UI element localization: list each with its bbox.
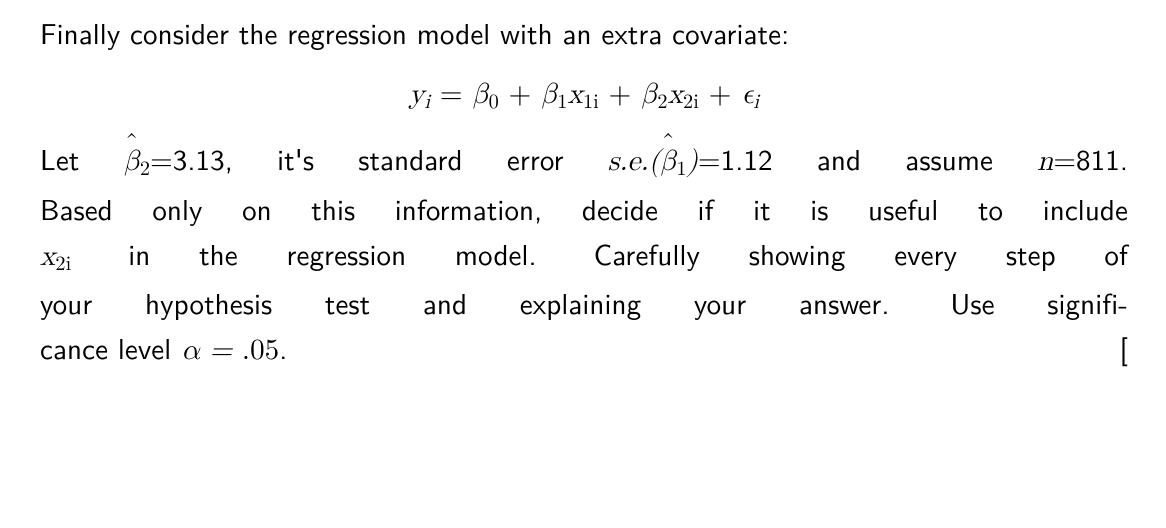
- body-paragraph: Let ˆβ2=3.13, it's standard error s.e.(ˆ…: [40, 136, 1128, 374]
- eq-x1-sub: 1i: [583, 92, 599, 112]
- equation-content: yi = β0 + β1x1i + β2x2i + ϵi: [409, 80, 759, 109]
- eq-y: y: [409, 80, 424, 109]
- body-line-3: x2i in the regression model. Carefully s…: [40, 231, 1128, 281]
- eq-beta2-sub: 2: [657, 92, 667, 112]
- l1-n: n: [1037, 147, 1053, 176]
- l5-val-txt: .05: [242, 336, 279, 365]
- l1-se: s.e.: [608, 147, 649, 176]
- l4b-text: Use signifi-: [950, 281, 1128, 323]
- l4-text: your hypothesis test and explaining your…: [40, 281, 942, 323]
- l3-post2: Carefully showing every step of: [594, 232, 1128, 274]
- l1-beta1hat: ˆβ1: [660, 147, 687, 176]
- eq-beta1: β: [541, 80, 557, 109]
- eq-beta2: β: [641, 80, 657, 109]
- equation-display: yi = β0 + β1x1i + β2x2i + ϵi: [40, 69, 1128, 119]
- intro-text: Finally consider the regression model wi…: [40, 11, 789, 53]
- eq-beta1-sub: 1: [557, 92, 567, 112]
- eq-plus2: +: [609, 80, 641, 109]
- eq-x1-sub-txt: 1i: [583, 92, 599, 112]
- eq-beta0: β: [472, 80, 488, 109]
- l5-period: .: [279, 326, 287, 368]
- body-line-4: your hypothesis test and explaining your…: [40, 280, 1128, 325]
- eq-y-sub: i: [424, 92, 430, 112]
- body-line-2: Based only on this information, decide i…: [40, 186, 1128, 231]
- l1-se-txt: s.e.: [608, 147, 649, 176]
- eq-eps: ϵ: [741, 80, 753, 109]
- l3-x: x: [40, 242, 55, 271]
- l5-eq: =: [200, 336, 242, 365]
- eq-x1: x: [568, 80, 583, 109]
- l1-nval: =811.: [1053, 137, 1128, 179]
- eq-x2-sub-txt: 2i: [683, 92, 699, 112]
- l5-val: .05: [242, 336, 279, 365]
- right-bracket: [: [1120, 325, 1128, 370]
- l1-close: ): [687, 147, 698, 176]
- l1-beta1-sub: 1: [676, 160, 686, 180]
- document-page: Finally consider the regression model wi…: [0, 0, 1166, 528]
- l1-eq1: =3.13, it's standard error: [150, 137, 608, 179]
- eq-plus3: +: [709, 80, 741, 109]
- eq-x2: x: [668, 80, 683, 109]
- l3-x2i: x2i: [40, 242, 71, 271]
- l5-alpha: α: [181, 336, 200, 365]
- eq-eps-sub: i: [753, 92, 759, 112]
- eq-beta0-sub: 0: [489, 92, 499, 112]
- l3-sub-txt: 2i: [55, 254, 71, 274]
- intro-paragraph: Finally consider the regression model wi…: [40, 10, 1128, 55]
- l3-post: in the regression model.: [80, 232, 586, 274]
- eq-equals: =: [440, 80, 472, 109]
- eq-plus1: +: [509, 80, 541, 109]
- l1-open: (: [649, 147, 660, 176]
- l1-pre: Let: [40, 137, 124, 179]
- body-line-5: cance level α = .05. [: [40, 325, 1128, 374]
- body-line-1: Let ˆβ2=3.13, it's standard error s.e.(ˆ…: [40, 136, 1128, 186]
- l3-sub: 2i: [55, 254, 71, 274]
- l1-beta2-sub: 2: [140, 160, 150, 180]
- l5-pre: cance level: [40, 326, 181, 368]
- l1-beta2hat: ˆβ2: [124, 147, 151, 176]
- l1-val2: =1.12 and assume: [698, 137, 1037, 179]
- eq-x2-sub: 2i: [683, 92, 699, 112]
- l2-text: Based only on this information, decide i…: [40, 187, 1128, 229]
